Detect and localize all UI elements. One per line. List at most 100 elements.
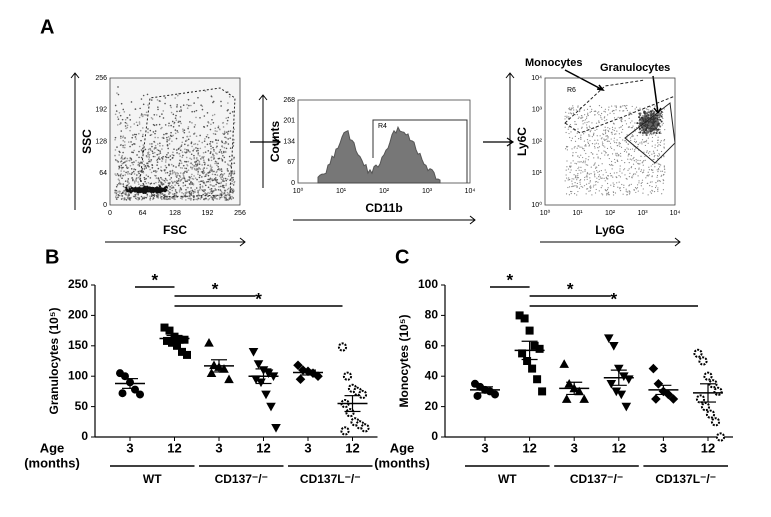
- event-dot: [594, 162, 596, 164]
- event-dot: [637, 109, 639, 111]
- event-dot: [222, 193, 224, 195]
- event-dot: [636, 187, 639, 189]
- event-dot: [661, 124, 663, 126]
- event-dot: [604, 111, 606, 113]
- event-dot: [115, 174, 117, 177]
- data-point: [491, 390, 499, 399]
- event-dot: [655, 132, 658, 135]
- event-dot: [222, 177, 225, 180]
- event-dot: [129, 164, 132, 167]
- event-dot: [646, 175, 648, 177]
- event-dot: [204, 189, 206, 191]
- data-point: [204, 337, 214, 347]
- y-axis-label: Monocytes (10⁵): [397, 315, 411, 408]
- event-dot: [219, 169, 221, 172]
- event-dot: [587, 112, 589, 114]
- event-dot: [647, 131, 650, 134]
- event-dot: [233, 181, 236, 184]
- event-dot: [181, 156, 184, 158]
- event-dot: [152, 155, 155, 158]
- event-dot: [195, 150, 198, 152]
- event-dot: [636, 122, 639, 125]
- event-dot: [577, 172, 579, 175]
- event-dot: [177, 180, 180, 182]
- event-dot: [128, 182, 130, 185]
- event-dot: [615, 109, 617, 111]
- event-dot: [637, 143, 639, 145]
- event-dot: [201, 186, 204, 188]
- event-dot: [607, 114, 609, 116]
- event-dot: [219, 173, 222, 176]
- event-dot: [587, 188, 589, 190]
- event-dot: [118, 179, 121, 182]
- event-dot: [603, 129, 605, 131]
- event-dot: [614, 141, 616, 144]
- event-dot: [629, 172, 631, 174]
- event-dot: [593, 184, 595, 186]
- event-dot: [649, 122, 652, 125]
- event-dot: [195, 157, 198, 160]
- event-dot: [621, 121, 623, 123]
- event-dot: [227, 164, 230, 166]
- event-dot: [600, 117, 602, 119]
- event-dot: [134, 194, 137, 196]
- event-dot: [597, 157, 599, 159]
- event-dot: [161, 160, 163, 162]
- event-dot: [663, 165, 665, 167]
- event-dot: [589, 185, 592, 187]
- event-dot: [226, 119, 229, 122]
- event-dot: [122, 139, 125, 142]
- axis-arrow: [293, 215, 476, 225]
- event-dot: [663, 139, 666, 141]
- event-dot: [161, 148, 163, 150]
- y-tick-label: 250: [68, 277, 88, 291]
- event-dot: [116, 92, 118, 94]
- event-dot: [632, 135, 634, 137]
- event-dot: [656, 149, 658, 151]
- event-dot: [195, 135, 198, 138]
- event-dot: [120, 198, 123, 200]
- y-tick-label: 10²: [532, 138, 543, 145]
- event-dot: [229, 172, 232, 175]
- event-dot: [625, 107, 628, 110]
- event-dot: [573, 147, 575, 149]
- event-dot: [664, 129, 666, 131]
- event-dot: [610, 138, 612, 140]
- data-point: [206, 368, 217, 377]
- event-dot: [626, 191, 628, 193]
- event-dot: [141, 147, 144, 150]
- event-dot: [631, 134, 633, 136]
- event-dot: [568, 116, 570, 118]
- event-dot: [125, 192, 127, 195]
- event-dot: [140, 114, 143, 117]
- event-dot: [653, 156, 655, 158]
- event-dot: [645, 133, 648, 136]
- event-dot: [624, 174, 626, 176]
- event-dot: [150, 195, 153, 198]
- event-dot: [195, 147, 197, 149]
- event-dot: [568, 177, 570, 179]
- panel-label: B: [45, 246, 59, 268]
- event-dot: [662, 122, 664, 124]
- event-dot: [179, 180, 182, 182]
- event-dot: [150, 182, 153, 185]
- event-dot: [565, 169, 567, 171]
- event-dot: [167, 152, 169, 154]
- event-dot: [611, 105, 613, 107]
- event-dot: [570, 131, 572, 133]
- event-dot: [170, 111, 173, 114]
- event-dot: [654, 147, 656, 149]
- event-dot: [149, 143, 151, 145]
- y-tick-label: 10¹: [532, 170, 543, 177]
- event-dot: [217, 126, 220, 129]
- event-dot: [657, 179, 659, 181]
- event-dot: [579, 110, 581, 113]
- event-dot: [156, 148, 159, 151]
- x-tick-label: 3: [215, 440, 222, 455]
- event-dot: [184, 193, 187, 195]
- event-dot: [652, 123, 655, 126]
- plot-frame: [297, 99, 471, 184]
- event-dot: [202, 170, 205, 172]
- event-dot: [148, 155, 150, 157]
- event-dot: [649, 132, 652, 135]
